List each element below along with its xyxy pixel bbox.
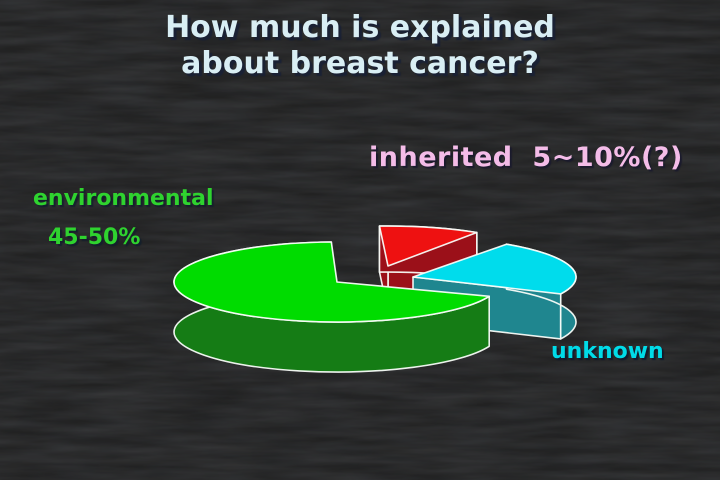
pie-slice-environmental xyxy=(173,241,490,373)
page-title: How much is explained about breast cance… xyxy=(0,10,720,82)
title-line-2: about breast cancer? xyxy=(181,46,539,81)
label-environmental: environmental xyxy=(33,186,214,211)
pie-slice-unknown-top xyxy=(412,243,577,295)
label-unknown: unknown xyxy=(551,339,664,364)
title-line-1: How much is explained xyxy=(165,10,555,45)
label-inherited: inherited 5~10%(?) xyxy=(369,142,683,173)
label-environmental-percent: 45-50% xyxy=(48,225,141,250)
pie-slice-environmental-top xyxy=(173,241,490,323)
pie-slice-inherited-top xyxy=(378,225,478,267)
